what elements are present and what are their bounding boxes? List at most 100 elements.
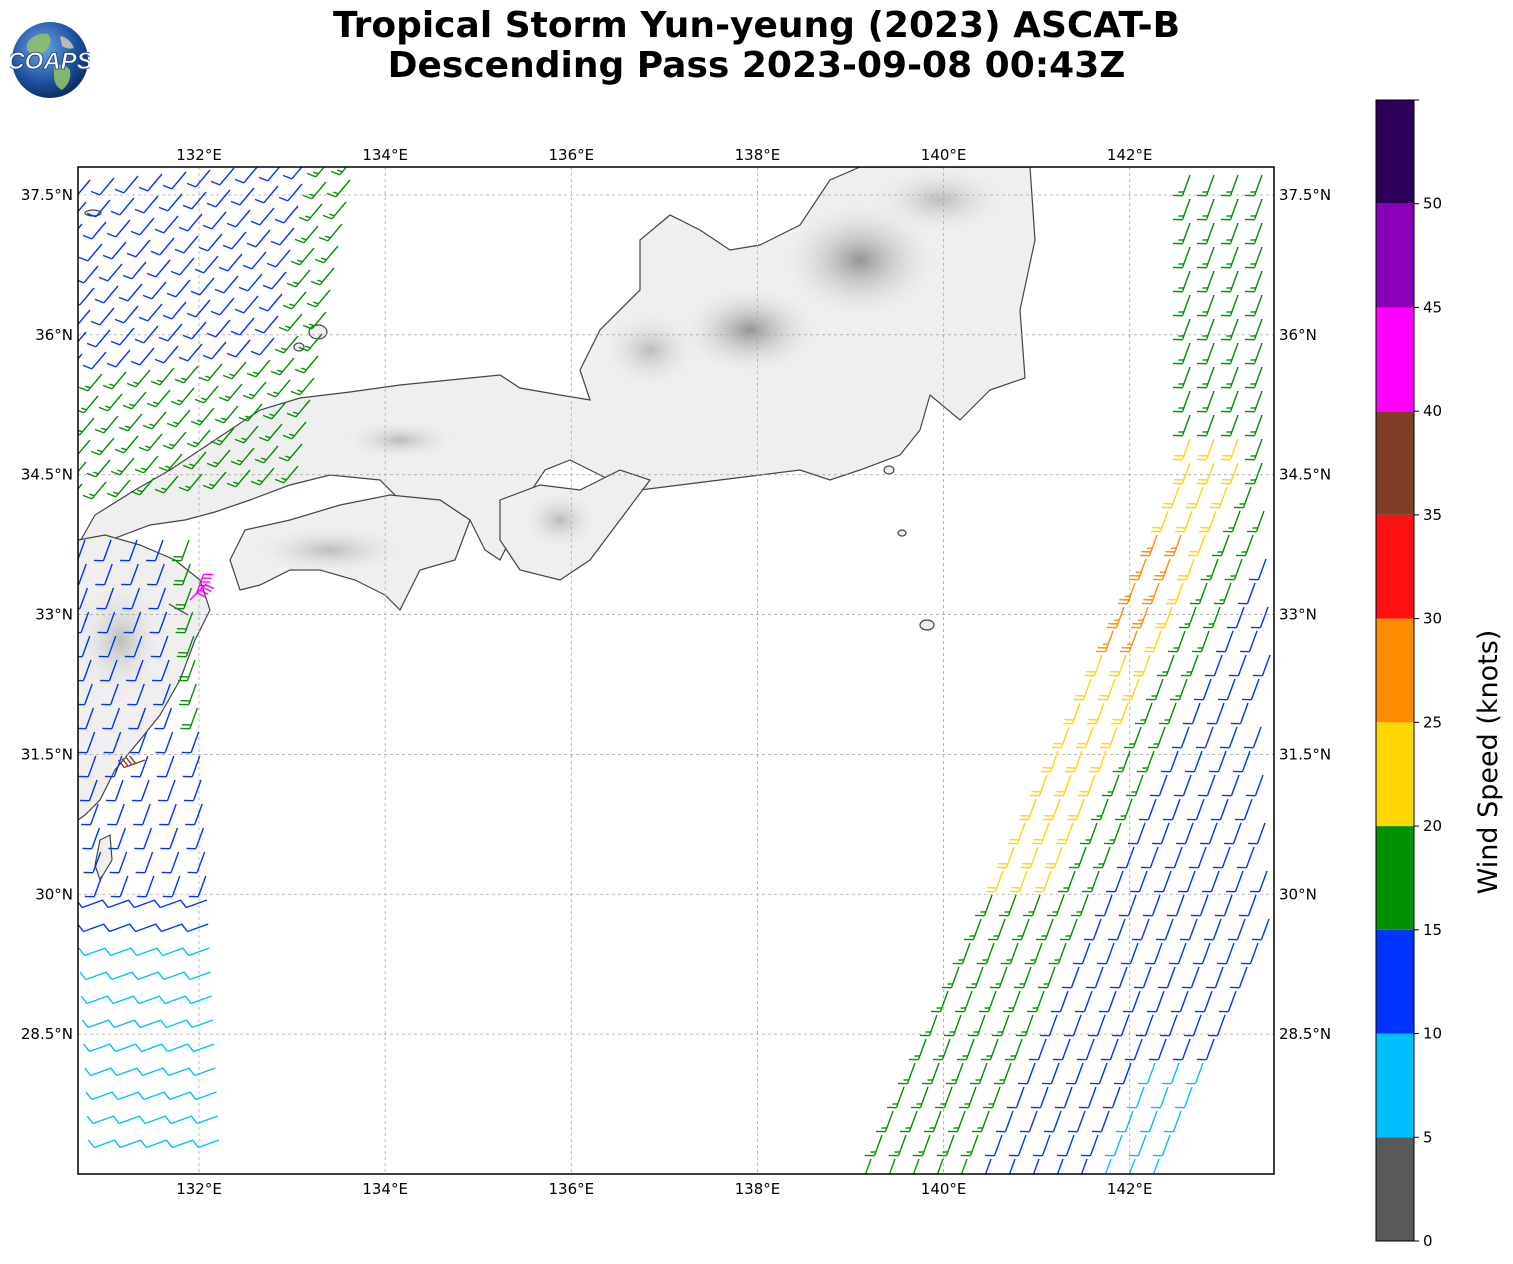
wind-barb (1170, 990, 1189, 1013)
wind-barb (78, 353, 83, 360)
lon-tick-label-bottom: 132°E (176, 1180, 222, 1198)
wind-barb (1037, 966, 1056, 989)
lat-tick-label-left: 36°N (35, 326, 73, 344)
wind-barb (1145, 678, 1164, 701)
wind-barb (1162, 798, 1181, 821)
wind-barb (97, 611, 116, 634)
colorbar-bins (1375, 99, 1415, 1242)
wind-barb (952, 942, 971, 965)
wind-barb (177, 659, 196, 682)
wind-barb (114, 305, 139, 324)
wind-barb (286, 399, 311, 418)
wind-barb (130, 217, 155, 236)
wind-barb (82, 827, 101, 850)
colorbar-tick-label: 15 (1423, 921, 1442, 939)
wind-barb (262, 271, 287, 290)
wind-barb (218, 383, 243, 402)
wind-barb (1172, 438, 1191, 461)
wind-barb (95, 563, 113, 586)
wind-barb (122, 587, 141, 610)
wind-barb (226, 209, 251, 228)
wind-barb (130, 947, 158, 957)
wind-barb (258, 293, 283, 312)
wind-barb (78, 395, 99, 414)
wind-barb (126, 239, 151, 258)
wind-barb (206, 189, 231, 208)
wind-barb (910, 1086, 929, 1109)
wind-barb (897, 1062, 916, 1085)
wind-barb (294, 355, 319, 374)
wind-barb (78, 731, 96, 754)
logo-text: COAPS (10, 48, 90, 75)
wind-barb (222, 231, 247, 250)
wind-barb (1076, 1038, 1095, 1061)
wind-barb (1166, 894, 1185, 917)
wind-barb (908, 1038, 927, 1061)
colorbar: 0 5 10 15 20 25 30 35 40 45 50 Wind Speed (knots) (1375, 99, 1504, 1250)
wind-barb (1215, 630, 1234, 653)
wind-barb (78, 373, 103, 392)
wind-barb (1135, 1014, 1154, 1037)
wind-barb (1244, 174, 1263, 197)
wind-barb (82, 221, 107, 240)
wind-barb (989, 966, 1008, 989)
wind-barb (78, 635, 91, 658)
wind-barb (1191, 630, 1210, 653)
wind-barb (162, 1067, 190, 1077)
wind-barb (86, 199, 111, 218)
wind-barb (1244, 198, 1263, 221)
wind-barb (1056, 1158, 1064, 1174)
wind-barb (1210, 798, 1229, 821)
wind-barb (298, 333, 323, 352)
lon-tick-label-bottom: 134°E (362, 1180, 408, 1198)
wind-barb (78, 461, 87, 473)
wind-barb (1216, 942, 1235, 965)
wind-barb (1217, 678, 1236, 701)
wind-barb (1070, 894, 1089, 917)
wind-barb (246, 359, 271, 378)
wind-barb (1189, 582, 1208, 605)
colorbar-bin (1376, 1137, 1414, 1241)
wind-barb (1199, 822, 1218, 845)
wind-barb (266, 249, 291, 268)
wind-barb (98, 263, 123, 282)
wind-barb (135, 851, 154, 874)
wind-barb (118, 413, 143, 432)
wind-barb (1213, 582, 1232, 605)
wind-barb (1220, 438, 1239, 461)
wind-barb (170, 387, 195, 406)
wind-barb (134, 195, 159, 214)
wind-barb (1101, 774, 1120, 797)
wind-barb (993, 1062, 1012, 1085)
colorbar-bin (1376, 100, 1414, 204)
wind-barb (106, 219, 131, 238)
wind-barb (274, 335, 299, 354)
wind-barb (78, 899, 104, 909)
wind-barb (155, 731, 174, 754)
wind-barb (1008, 1158, 1016, 1174)
wind-barb (118, 283, 143, 302)
lon-tick-label-top: 138°E (735, 146, 781, 164)
wind-barb (274, 465, 299, 484)
wind-barb (1044, 846, 1063, 869)
wind-barb (178, 473, 203, 492)
wind-barb (1008, 1134, 1027, 1157)
wind-barb (110, 875, 129, 898)
wind-barb (154, 707, 173, 730)
terrain-shading-6 (78, 580, 165, 700)
wind-barb (134, 827, 153, 850)
wind-barb (180, 707, 199, 730)
wind-barb (90, 437, 115, 456)
wind-barb (1088, 750, 1107, 773)
wind-barb (258, 167, 281, 182)
wind-barb (1079, 822, 1098, 845)
wind-barb (162, 301, 187, 320)
wind-barb (145, 539, 164, 562)
wind-barb (170, 257, 195, 276)
wind-barb (1097, 678, 1116, 701)
lat-tick-label-left: 30°N (35, 885, 73, 903)
wind-barb (78, 201, 87, 213)
wind-barb (1185, 1062, 1204, 1085)
wind-barb (105, 779, 124, 802)
wind-barb (965, 966, 984, 989)
